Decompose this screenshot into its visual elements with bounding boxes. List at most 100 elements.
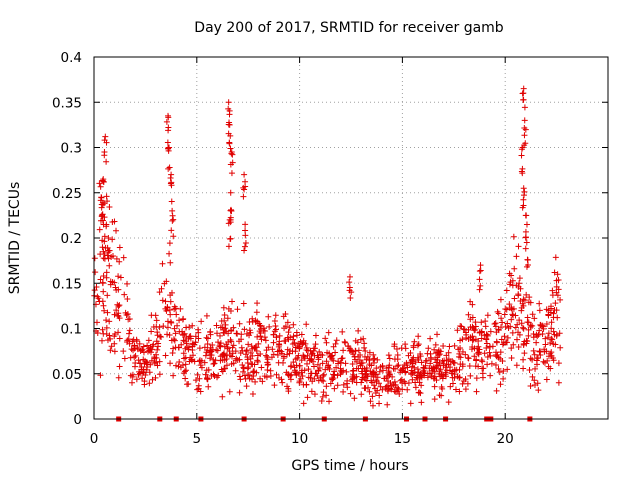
data-point (159, 260, 166, 267)
data-point (385, 352, 392, 359)
data-point (521, 117, 528, 124)
data-point (300, 381, 307, 388)
data-point (263, 352, 270, 359)
data-point (123, 311, 130, 318)
data-point (197, 388, 204, 395)
data-point (152, 374, 159, 381)
data-point (105, 247, 112, 254)
data-point (227, 207, 234, 214)
data-point (536, 300, 543, 307)
data-point (498, 315, 505, 322)
data-point (100, 302, 107, 309)
data-point (217, 343, 224, 350)
data-point (411, 338, 418, 345)
data-point (499, 319, 506, 326)
x-axis-label: GPS time / hours (291, 458, 408, 474)
data-point (550, 328, 557, 335)
data-point (105, 235, 112, 241)
data-point (315, 356, 322, 363)
data-point (251, 344, 258, 351)
data-point (103, 158, 110, 165)
data-point (523, 340, 530, 347)
data-point (203, 334, 210, 341)
data-point (141, 378, 148, 385)
data-point (145, 345, 152, 352)
data-point (284, 334, 291, 341)
data-point (320, 371, 327, 378)
data-point (447, 383, 454, 390)
data-point (513, 253, 520, 260)
data-point (484, 361, 491, 368)
data-point (523, 239, 530, 246)
data-point (486, 349, 493, 356)
data-point (377, 363, 384, 370)
data-point (543, 321, 550, 328)
data-point (191, 358, 198, 365)
data-point (549, 336, 556, 343)
data-point (144, 348, 151, 355)
data-point (168, 319, 175, 326)
data-point (361, 353, 368, 360)
data-point (520, 365, 527, 372)
data-point (312, 332, 319, 339)
data-point (99, 177, 106, 184)
data-point (316, 364, 323, 371)
data-point (521, 104, 528, 111)
data-point (536, 307, 543, 314)
data-point (402, 341, 409, 348)
data-point (189, 341, 196, 348)
data-point (380, 367, 387, 374)
data-point (308, 351, 315, 358)
data-point (182, 361, 189, 368)
data-point (262, 337, 269, 344)
data-point (521, 192, 528, 199)
data-point (497, 349, 504, 356)
data-point (355, 347, 362, 354)
data-point (207, 355, 214, 362)
data-point (305, 366, 312, 373)
data-point (236, 320, 243, 327)
data-point (312, 341, 319, 348)
data-point (449, 374, 456, 381)
data-point (153, 359, 160, 366)
data-point (272, 322, 279, 329)
data-point (194, 386, 201, 393)
data-point (247, 355, 254, 362)
data-point (258, 336, 265, 343)
data-point (431, 396, 438, 403)
data-point (116, 244, 123, 251)
data-point (540, 323, 547, 330)
data-point (509, 311, 516, 318)
data-point (240, 193, 247, 200)
data-point (418, 382, 425, 389)
data-point (243, 347, 250, 354)
data-point (527, 355, 534, 362)
data-point (467, 372, 474, 379)
data-point (113, 307, 120, 314)
data-point (236, 356, 243, 363)
data-point (522, 140, 529, 147)
data-point (473, 375, 480, 382)
data-point (240, 364, 247, 371)
data-point (394, 384, 401, 391)
data-point (339, 328, 346, 335)
data-point (258, 364, 265, 371)
data-point (164, 304, 171, 311)
data-point (323, 383, 330, 390)
data-point (362, 348, 369, 355)
data-point (504, 366, 511, 373)
data-point (293, 362, 300, 369)
data-point (364, 384, 371, 391)
data-point (346, 279, 353, 286)
data-point (475, 363, 482, 370)
data-point (519, 90, 526, 97)
data-point (345, 343, 352, 350)
data-point (364, 373, 371, 380)
data-point (228, 170, 235, 177)
data-point (513, 336, 520, 343)
data-point (136, 340, 143, 347)
data-point (367, 398, 374, 405)
data-point (554, 271, 561, 278)
data-point (103, 324, 110, 331)
data-point (524, 314, 531, 321)
